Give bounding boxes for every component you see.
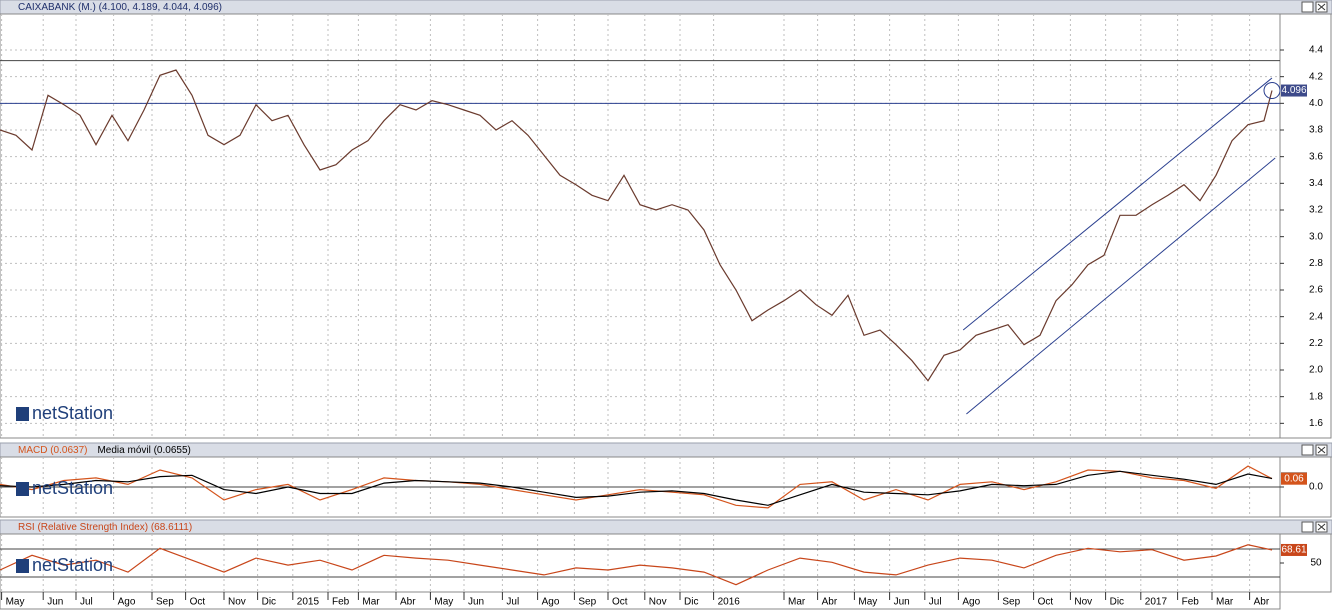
x-tick-label: Jul bbox=[929, 597, 942, 608]
window-button bbox=[1301, 444, 1314, 456]
y-tick-label: 4.4 bbox=[1309, 45, 1323, 56]
y-tick-label: 3.6 bbox=[1309, 151, 1323, 162]
y-axis-area bbox=[1279, 456, 1332, 518]
x-tick-label: Oct bbox=[612, 597, 628, 608]
legend-entry: RSI (Relative Strength Index) (68.6111) bbox=[18, 522, 192, 533]
x-tick-label: 2017 bbox=[1145, 597, 1168, 608]
legend-entry: MACD (0.0637) bbox=[18, 445, 87, 456]
x-tick-label: Abr bbox=[822, 597, 838, 608]
trend-line bbox=[962, 77, 1273, 331]
y-tick-label: 2.8 bbox=[1309, 258, 1323, 269]
x-tick-label: Mar bbox=[362, 597, 380, 608]
x-tick-label: Sep bbox=[578, 597, 596, 608]
last-value-label: 0.06 bbox=[1284, 473, 1304, 484]
y-tick-label: 3.2 bbox=[1309, 205, 1323, 216]
legend-entry: Media móvil (0.0655) bbox=[97, 445, 190, 456]
x-axis-area bbox=[0, 591, 1281, 610]
watermark: netStation bbox=[32, 478, 113, 498]
y-tick-label: 4.2 bbox=[1309, 71, 1323, 82]
x-tick-label: Ago bbox=[542, 597, 560, 608]
x-tick-label: Feb bbox=[1182, 597, 1200, 608]
x-tick-label: Jun bbox=[894, 597, 910, 608]
x-tick-label: Sep bbox=[1002, 597, 1020, 608]
x-tick-label: Dic bbox=[1110, 597, 1124, 608]
x-tick-label: Nov bbox=[228, 597, 246, 608]
x-tick-label: Dic bbox=[262, 597, 276, 608]
plot-area bbox=[0, 13, 1281, 439]
x-tick-label: Abr bbox=[400, 597, 416, 608]
close-icon bbox=[1317, 523, 1326, 531]
y-tick-label: 1.8 bbox=[1309, 391, 1323, 402]
y-tick-label: 3.0 bbox=[1309, 231, 1323, 242]
logo-icon bbox=[16, 482, 29, 496]
x-tick-label: May bbox=[6, 597, 25, 608]
y-tick-label: 50 bbox=[1310, 558, 1322, 569]
series-line bbox=[0, 470, 1273, 506]
last-value-box bbox=[1281, 472, 1307, 485]
y-tick-label: 1.6 bbox=[1309, 418, 1323, 429]
last-point-marker bbox=[1263, 82, 1281, 100]
x-tick-label: 2015 bbox=[297, 597, 320, 608]
y-tick-label: 2.4 bbox=[1309, 311, 1323, 322]
y-axis-area bbox=[1279, 533, 1332, 593]
y-axis-area bbox=[1279, 13, 1332, 439]
window-button bbox=[1301, 1, 1314, 13]
watermark: netStation bbox=[32, 555, 113, 575]
close-icon bbox=[1317, 3, 1326, 11]
close-icon bbox=[1317, 446, 1326, 454]
x-tick-label: Nov bbox=[649, 597, 667, 608]
trend-line bbox=[966, 157, 1276, 415]
x-tick-label: Nov bbox=[1074, 597, 1092, 608]
y-tick-label: 3.8 bbox=[1309, 125, 1323, 136]
x-tick-label: Oct bbox=[1038, 597, 1054, 608]
logo-icon bbox=[16, 559, 29, 573]
plot-area bbox=[0, 533, 1281, 593]
last-value-label: 4.096 bbox=[1281, 85, 1306, 96]
series-line bbox=[0, 465, 1273, 509]
x-tick-label: Jul bbox=[80, 597, 93, 608]
last-value-box bbox=[1281, 84, 1307, 97]
x-tick-label: Oct bbox=[190, 597, 206, 608]
x-tick-label: 2016 bbox=[718, 597, 741, 608]
panel-header bbox=[0, 519, 1332, 535]
x-tick-label: Jul bbox=[506, 597, 519, 608]
series-line bbox=[0, 544, 1273, 586]
x-tick-label: May bbox=[434, 597, 453, 608]
x-tick-label: Ago bbox=[118, 597, 136, 608]
x-tick-label: Mar bbox=[788, 597, 806, 608]
y-tick-label: 2.6 bbox=[1309, 285, 1323, 296]
x-tick-label: May bbox=[858, 597, 877, 608]
y-tick-label: 0.0 bbox=[1309, 482, 1323, 493]
y-tick-label: 3.4 bbox=[1309, 178, 1323, 189]
x-tick-label: Jun bbox=[47, 597, 63, 608]
x-tick-label: Abr bbox=[1254, 597, 1270, 608]
y-tick-label: 4.0 bbox=[1309, 98, 1323, 109]
x-tick-label: Mar bbox=[1216, 597, 1234, 608]
last-value-box bbox=[1281, 543, 1307, 556]
panel-header bbox=[0, 442, 1332, 458]
x-tick-label: Ago bbox=[962, 597, 980, 608]
x-tick-label: Feb bbox=[332, 597, 350, 608]
window-button bbox=[1301, 521, 1314, 533]
y-tick-label: 2.2 bbox=[1309, 338, 1323, 349]
last-value-label: 68.61 bbox=[1281, 545, 1306, 556]
x-tick-label: Jun bbox=[468, 597, 484, 608]
series-line bbox=[0, 69, 1273, 382]
y-tick-label: 2.0 bbox=[1309, 365, 1323, 376]
x-tick-label: Sep bbox=[156, 597, 174, 608]
x-tick-label: Dic bbox=[684, 597, 698, 608]
watermark: netStation bbox=[32, 403, 113, 423]
chart-title: CAIXABANK (M.) (4.100, 4.189, 4.044, 4.0… bbox=[18, 2, 222, 13]
logo-icon bbox=[16, 407, 29, 421]
